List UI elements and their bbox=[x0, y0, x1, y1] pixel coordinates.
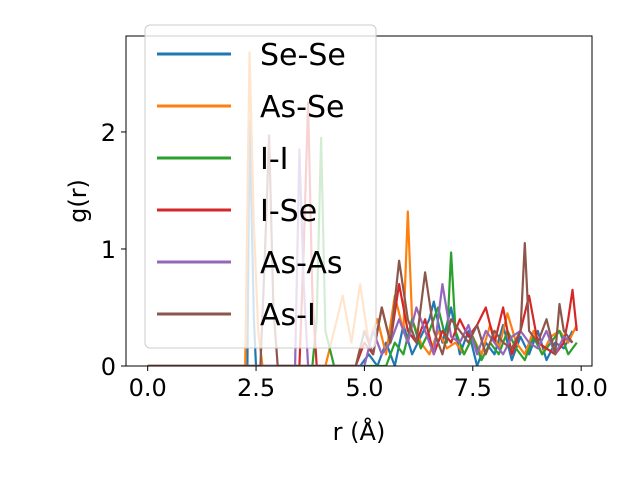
x-axis-label: r (Å) bbox=[333, 417, 386, 446]
x-axis-ticks: 0.0 2.5 5.0 7.5 10.0 bbox=[129, 366, 608, 402]
x-tick-label: 10.0 bbox=[554, 374, 607, 402]
legend-label-as-se: As-Se bbox=[260, 90, 344, 125]
x-tick-label: 2.5 bbox=[237, 374, 275, 402]
legend-label-i-i: I-I bbox=[260, 142, 289, 177]
legend: Se-Se As-Se I-I I-Se As-As As-I bbox=[144, 24, 377, 349]
y-axis-label: g(r) bbox=[64, 179, 92, 223]
y-axis-ticks: 0 1 2 bbox=[101, 119, 126, 381]
x-tick-label: 7.5 bbox=[454, 374, 492, 402]
x-tick-label: 5.0 bbox=[345, 374, 383, 402]
x-tick-label: 0.0 bbox=[129, 374, 167, 402]
legend-label-as-i: As-I bbox=[260, 298, 316, 333]
y-tick-label: 0 bbox=[101, 353, 116, 381]
legend-label-se-se: Se-Se bbox=[260, 38, 346, 73]
legend-label-as-as: As-As bbox=[260, 246, 342, 281]
y-tick-label: 2 bbox=[101, 119, 116, 147]
y-tick-label: 1 bbox=[101, 236, 116, 264]
legend-label-i-se: I-Se bbox=[260, 194, 317, 229]
